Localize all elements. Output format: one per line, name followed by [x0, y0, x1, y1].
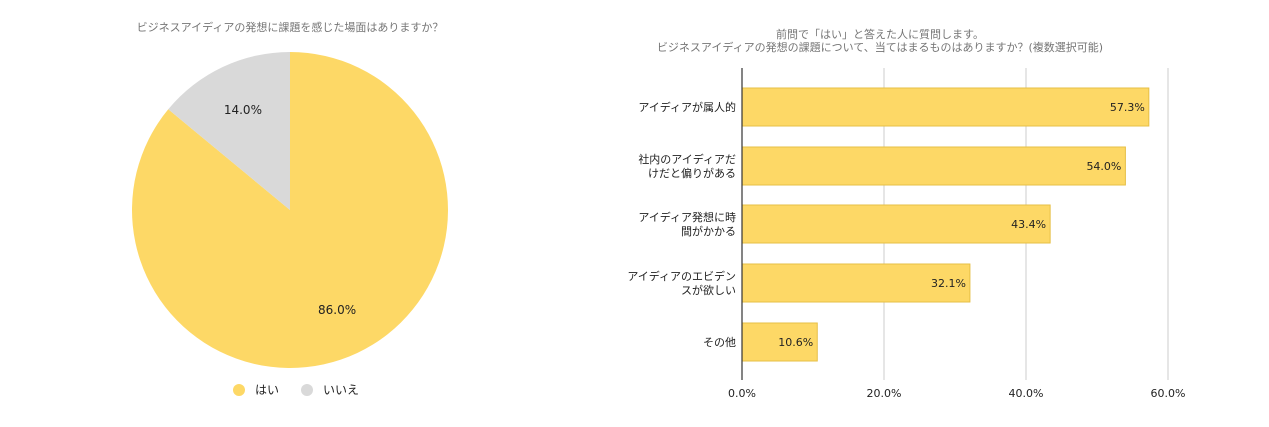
- pie-chart-title: ビジネスアイディアの発想に課題を感じた場面はありますか？: [136, 21, 444, 34]
- category-label: 社内のアイディアだ: [638, 152, 736, 166]
- pie-label-yes: 86.0%: [318, 303, 356, 317]
- pie-chart-panel: ビジネスアイディアの発想に課題を感じた場面はありますか？ 86.0% 14.0% …: [0, 0, 590, 427]
- legend-label-yes: はい: [255, 383, 280, 397]
- legend-item-no: いいえ: [301, 381, 359, 398]
- x-tick-label: 20.0%: [867, 387, 902, 400]
- bar-chart-panel: 前問で「はい」と答えた人に質問します。 ビジネスアイディアの発想の課題について、…: [590, 0, 1269, 427]
- bar-value-label: 57.3%: [1110, 101, 1145, 114]
- bar: [741, 87, 1150, 127]
- bar-value-label: 32.1%: [931, 277, 966, 290]
- pie-label-no: 14.0%: [224, 103, 262, 117]
- category-label: その他: [703, 336, 736, 349]
- x-tick-label: 0.0%: [728, 387, 756, 400]
- legend-item-yes: はい: [233, 381, 279, 398]
- category-label: アイディアが属人的: [638, 100, 736, 114]
- x-tick-label: 40.0%: [1009, 387, 1044, 400]
- category-label: けだと偏りがある: [648, 166, 736, 180]
- category-label: スが欲しい: [681, 283, 736, 297]
- bar-chart-subtitle: ビジネスアイディアの発想の課題について、当てはまるものはありますか？(複数選択可…: [656, 41, 1104, 54]
- category-label: アイディア発想に時: [638, 210, 736, 224]
- x-tick-label: 60.0%: [1151, 387, 1186, 400]
- bar-chart: 0.0% 20.0% 40.0% 60.0% 57.3% アイディアが属人的 54.0% 社内…: [627, 68, 1186, 400]
- pie-legend: はい いいえ: [233, 381, 381, 398]
- bar-value-label: 10.6%: [778, 336, 813, 349]
- bar-value-label: 43.4%: [1011, 218, 1046, 231]
- bar-value-label: 54.0%: [1086, 160, 1121, 173]
- bar-chart-title: 前問で「はい」と答えた人に質問します。: [776, 28, 984, 41]
- legend-swatch-no: [301, 383, 314, 396]
- bar: [741, 146, 1126, 186]
- category-label: 間がかかる: [681, 224, 736, 238]
- pie-slice-no: [168, 52, 290, 210]
- legend-label-no: いいえ: [323, 383, 360, 397]
- pie-chart: 86.0% 14.0%: [132, 52, 448, 368]
- category-label: アイディアのエビデン: [627, 269, 736, 283]
- bar: [741, 204, 1051, 244]
- legend-swatch-yes: [233, 383, 245, 396]
